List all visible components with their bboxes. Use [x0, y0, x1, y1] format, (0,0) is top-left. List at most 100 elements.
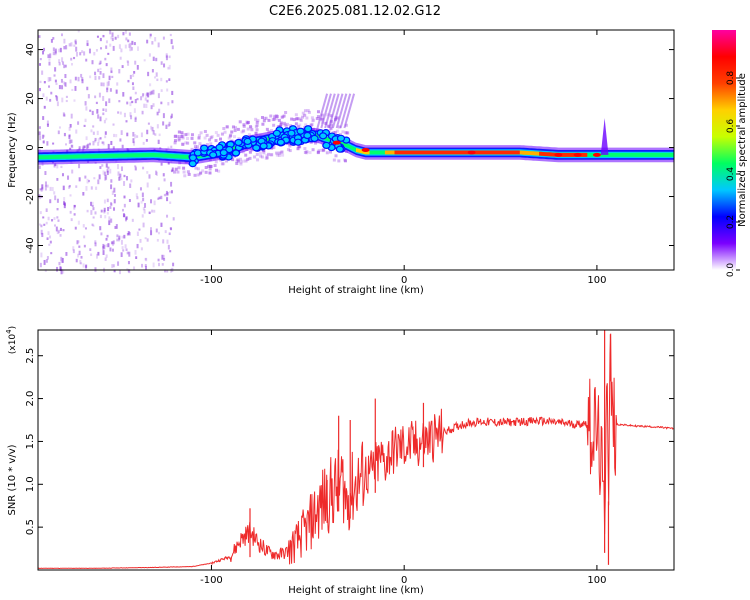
- heatmap-halo: [174, 167, 178, 171]
- heatmap-noise: [105, 108, 108, 112]
- heatmap-halo: [316, 110, 320, 114]
- heatmap-noise: [63, 197, 66, 201]
- heatmap-noise: [86, 86, 89, 91]
- heatmap-noise: [148, 174, 151, 179]
- heatmap-noise: [112, 45, 115, 51]
- heatmap-noise: [119, 56, 122, 60]
- heatmap-noise: [92, 224, 95, 227]
- heatmap-halo: [236, 159, 240, 163]
- heatmap-noise: [85, 106, 88, 111]
- spectrogram-frame: [37, 29, 675, 271]
- heatmap-noise: [90, 201, 93, 206]
- heatmap-noise: [131, 40, 134, 45]
- heatmap-noise: [126, 176, 129, 181]
- heatmap-halo: [315, 117, 319, 121]
- heatmap-noise: [72, 246, 75, 251]
- heatmap-noise: [151, 69, 154, 73]
- heatmap-noise: [170, 181, 173, 187]
- heatmap-noise: [116, 234, 119, 238]
- heatmap-noise: [54, 195, 57, 201]
- heatmap-halo: [256, 119, 260, 123]
- heatmap-noise: [133, 141, 136, 146]
- heatmap-noise: [118, 100, 121, 103]
- heatmap-halo: [231, 125, 235, 129]
- heatmap-noise: [160, 89, 163, 92]
- heatmap-halo: [177, 166, 181, 170]
- heatmap-noise: [99, 214, 102, 219]
- heatmap-halo: [296, 147, 300, 151]
- heatmap-noise: [110, 36, 113, 40]
- y-tick-label: 40: [25, 43, 36, 56]
- heatmap-noise: [64, 82, 67, 87]
- heatmap-noise: [171, 167, 174, 172]
- heatmap-noise: [147, 122, 150, 125]
- heatmap-halo: [290, 117, 294, 121]
- heatmap-halo: [196, 145, 200, 149]
- heatmap-noise: [160, 195, 163, 200]
- heatmap-noise: [69, 210, 72, 214]
- heatmap-noise: [77, 30, 80, 33]
- heatmap-noise: [99, 116, 102, 122]
- heatmap-noise: [111, 32, 114, 37]
- heatmap-halo: [248, 125, 252, 129]
- heatmap-noise: [165, 190, 168, 195]
- heatmap-noise: [157, 197, 160, 200]
- heatmap-noise: [152, 262, 155, 268]
- heatmap-noise: [157, 258, 160, 262]
- heatmap-halo: [320, 113, 324, 117]
- heatmap-halo: [309, 123, 313, 127]
- heatmap-noise: [43, 134, 46, 138]
- heatmap-noise: [136, 135, 139, 138]
- heatmap-blob: [322, 141, 331, 150]
- heatmap-noise: [110, 67, 113, 72]
- heatmap-halo: [207, 164, 211, 168]
- heatmap-noise: [69, 123, 72, 128]
- heatmap-halo: [209, 164, 213, 168]
- heatmap-noise: [106, 198, 109, 203]
- heatmap-noise: [157, 262, 160, 267]
- heatmap-noise: [118, 44, 121, 49]
- heatmap-noise: [129, 74, 132, 80]
- heatmap-noise: [56, 230, 59, 235]
- heatmap-noise: [140, 200, 143, 204]
- heatmap-noise: [86, 40, 89, 45]
- heatmap-noise: [60, 33, 63, 37]
- heatmap-noise: [106, 212, 109, 215]
- heatmap-noise: [41, 187, 44, 191]
- heatmap-noise: [172, 262, 175, 267]
- heatmap-noise: [62, 61, 65, 65]
- heatmap-noise: [157, 42, 160, 48]
- heatmap-noise: [130, 179, 133, 183]
- heatmap-halo: [260, 116, 264, 120]
- heatmap-noise: [95, 49, 98, 52]
- heatmap-noise: [79, 52, 82, 56]
- heatmap-halo: [288, 149, 292, 153]
- heatmap-noise: [107, 52, 110, 55]
- heatmap-halo: [272, 123, 276, 127]
- heatmap-halo: [316, 150, 320, 154]
- heatmap-noise: [58, 59, 61, 63]
- heatmap-noise: [64, 74, 67, 79]
- heatmap-noise: [80, 73, 83, 78]
- heatmap-noise: [121, 246, 124, 250]
- heatmap-halo: [329, 126, 333, 130]
- heatmap-halo: [209, 142, 213, 146]
- heatmap-noise: [105, 40, 108, 44]
- heatmap-noise: [141, 95, 144, 98]
- heatmap-noise: [56, 96, 59, 102]
- heatmap-halo: [225, 125, 229, 129]
- heatmap-noise: [58, 126, 61, 129]
- heatmap-noise: [88, 142, 91, 146]
- heatmap-blob: [296, 127, 305, 135]
- heatmap-halo: [238, 120, 242, 124]
- heatmap-noise: [120, 130, 123, 135]
- heatmap-noise: [86, 43, 89, 47]
- heatmap-noise: [127, 269, 130, 273]
- heatmap-halo: [310, 116, 314, 120]
- heatmap-noise: [53, 224, 56, 227]
- heatmap-noise: [160, 162, 163, 166]
- heatmap-noise: [166, 214, 169, 218]
- heatmap-noise: [94, 211, 97, 215]
- heatmap-noise: [131, 82, 134, 86]
- heatmap-halo: [245, 120, 249, 124]
